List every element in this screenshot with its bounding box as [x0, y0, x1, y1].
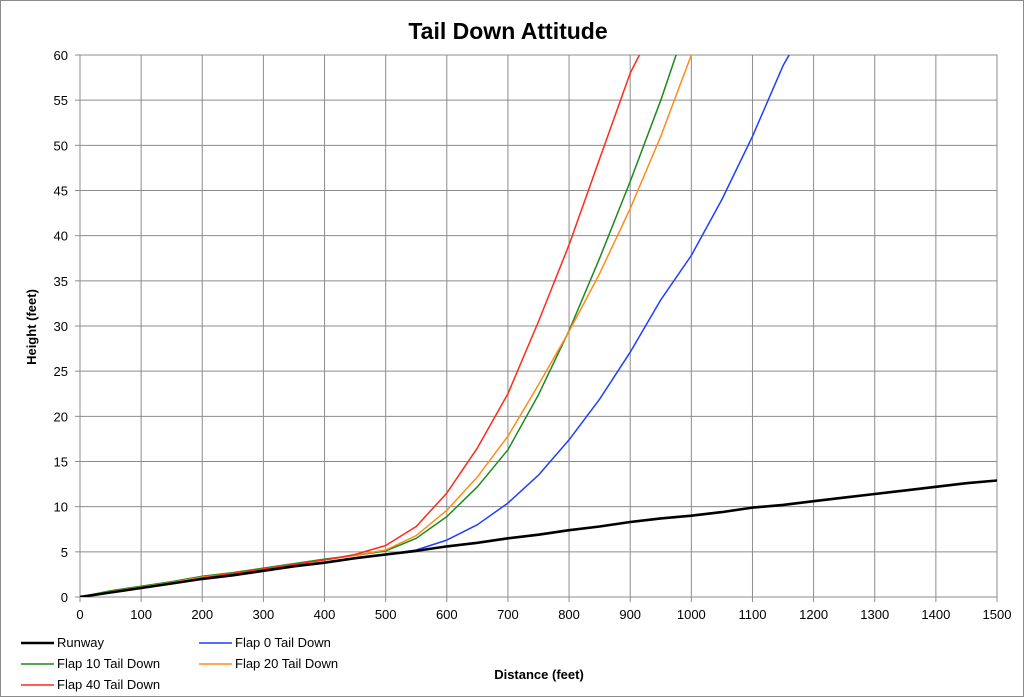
- legend-label: Runway: [57, 635, 104, 650]
- series-lines: [80, 55, 997, 597]
- y-tick-label: 35: [54, 274, 68, 289]
- x-tick-label: 200: [191, 607, 213, 622]
- x-tick-label: 1200: [799, 607, 828, 622]
- legend-label: Flap 0 Tail Down: [235, 635, 331, 650]
- chart-title: Tail Down Attitude: [408, 18, 607, 44]
- x-tick-label: 1400: [921, 607, 950, 622]
- x-tick-label: 400: [314, 607, 336, 622]
- y-tick-label: 55: [54, 93, 68, 108]
- y-tick-label: 20: [54, 409, 68, 424]
- x-tick-label: 1100: [738, 607, 766, 622]
- y-tick-label: 45: [54, 184, 68, 199]
- legend-item: Flap 10 Tail Down: [21, 656, 160, 671]
- legend-label: Flap 40 Tail Down: [57, 677, 160, 692]
- series-line-flap-10-tail-down: [80, 55, 677, 597]
- legend-label: Flap 10 Tail Down: [57, 656, 160, 671]
- y-tick-label: 60: [54, 48, 68, 63]
- x-tick-label: 800: [558, 607, 580, 622]
- x-tick-label: 900: [619, 607, 641, 622]
- x-axis-label: Distance (feet): [494, 667, 584, 682]
- x-tick-label: 1300: [860, 607, 889, 622]
- x-tick-label: 300: [253, 607, 275, 622]
- y-tick-label: 25: [54, 364, 68, 379]
- x-tick-label: 1500: [983, 607, 1012, 622]
- x-tick-label: 600: [436, 607, 458, 622]
- legend-label: Flap 20 Tail Down: [235, 656, 338, 671]
- x-tick-label: 700: [497, 607, 519, 622]
- y-tick-label: 30: [54, 319, 68, 334]
- y-tick-label: 0: [61, 590, 68, 605]
- y-tick-label: 50: [54, 138, 68, 153]
- y-tick-label: 10: [54, 500, 68, 515]
- series-line-runway: [80, 479, 997, 597]
- legend-item: Flap 40 Tail Down: [21, 677, 160, 692]
- y-axis-ticks: 0 5 10 15 20 25 30 35 40 45 50 55 60: [54, 48, 80, 605]
- legend-item: Flap 20 Tail Down: [199, 656, 338, 671]
- y-tick-label: 40: [54, 229, 68, 244]
- y-axis-label: Height (feet): [24, 289, 39, 365]
- x-tick-label: 100: [130, 607, 152, 622]
- legend: Runway Flap 0 Tail Down Flap 10 Tail Down F…: [21, 635, 338, 692]
- x-tick-label: 500: [375, 607, 397, 622]
- x-tick-label: 1000: [677, 607, 706, 622]
- legend-item: Runway: [21, 635, 104, 650]
- y-tick-label: 15: [54, 455, 68, 470]
- legend-item: Flap 0 Tail Down: [199, 635, 331, 650]
- grid: [79, 54, 998, 598]
- y-tick-label: 5: [61, 545, 68, 560]
- x-tick-label: 0: [76, 607, 83, 622]
- x-axis-ticks: 0 100 200 300 400 500 600 700 800 900 1000 1100 1200…: [76, 597, 1011, 622]
